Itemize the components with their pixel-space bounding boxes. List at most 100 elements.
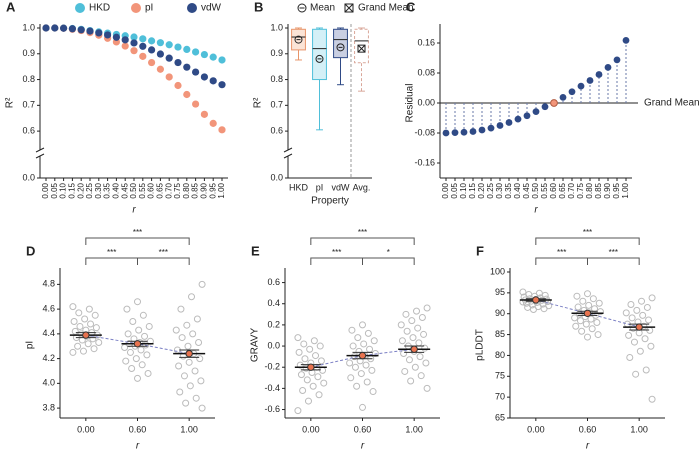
point <box>351 363 359 371</box>
x-tick-label: 0.35 <box>504 182 513 198</box>
y-tick-label: 95 <box>495 287 505 297</box>
point <box>186 382 194 390</box>
x-tick-label: 0.50 <box>531 182 540 198</box>
y-axis-label: R² <box>253 97 264 108</box>
point <box>442 129 450 137</box>
y-tick-label: 0.08 <box>417 67 435 77</box>
point <box>421 344 429 352</box>
point <box>403 327 411 335</box>
point <box>417 372 425 380</box>
y-tick-label: 65 <box>495 412 505 422</box>
point <box>582 320 590 328</box>
point <box>519 298 527 306</box>
point <box>198 280 206 288</box>
point <box>636 347 644 355</box>
point <box>647 342 655 350</box>
point <box>541 103 549 111</box>
y-tick-label: 0.4 <box>267 298 280 308</box>
point <box>218 81 226 89</box>
point <box>183 63 191 71</box>
point <box>172 326 180 334</box>
point <box>362 361 370 369</box>
point <box>91 311 99 319</box>
point <box>209 53 217 61</box>
point <box>532 108 540 116</box>
point <box>306 345 314 353</box>
point <box>587 315 595 323</box>
point <box>183 321 191 329</box>
point <box>355 347 363 355</box>
x-tick-label: 0.90 <box>200 182 209 198</box>
point <box>90 345 98 353</box>
point <box>200 50 208 59</box>
point <box>60 24 68 32</box>
mean-point <box>133 340 142 348</box>
point <box>371 349 379 357</box>
point <box>423 384 431 392</box>
point <box>574 303 582 311</box>
point <box>314 373 322 381</box>
y-axis-label: Residual <box>405 84 416 123</box>
point <box>359 321 366 329</box>
panel-label: F <box>476 243 484 258</box>
point <box>42 24 50 32</box>
significance-label: *** <box>133 228 142 237</box>
x-tick-label: 0.20 <box>477 182 486 198</box>
mean-point <box>635 323 643 331</box>
point <box>177 305 185 313</box>
x-tick-label: HKD <box>289 182 309 192</box>
y-tick-label: 0.0 <box>267 340 280 350</box>
point <box>137 346 145 354</box>
point <box>134 298 141 306</box>
x-tick-label: 0.30 <box>495 182 504 198</box>
point <box>589 295 597 303</box>
point <box>218 126 226 134</box>
x-tick-label: 0.60 <box>549 182 558 198</box>
point <box>312 352 320 360</box>
x-tick-label: 0.60 <box>354 424 372 434</box>
point <box>627 301 635 309</box>
point <box>76 322 84 330</box>
x-tick-label: 0.80 <box>182 182 191 198</box>
y-tick-label: 1.0 <box>270 22 283 32</box>
point <box>294 407 302 415</box>
point <box>130 39 138 47</box>
point <box>366 345 374 353</box>
y-tick-label: 4.4 <box>42 328 55 338</box>
bracket <box>310 257 415 265</box>
x-axis-label: r <box>132 205 136 216</box>
point <box>540 305 548 313</box>
point <box>79 347 87 355</box>
annotation: Grand Mean <box>644 98 700 109</box>
point <box>121 343 129 351</box>
point <box>130 335 138 343</box>
point <box>139 52 147 60</box>
y-tick-label: 4.6 <box>42 303 55 313</box>
point <box>192 68 200 76</box>
mean-point <box>307 363 315 371</box>
panel-label: A <box>6 0 16 14</box>
point <box>138 361 146 369</box>
x-tick-label: 0.20 <box>76 182 85 198</box>
point <box>613 56 621 64</box>
bracket <box>85 257 190 265</box>
point <box>641 335 649 343</box>
point <box>413 307 421 315</box>
point <box>638 297 646 305</box>
x-tick-label: 1.00 <box>217 182 226 198</box>
point <box>295 348 303 356</box>
point <box>469 128 477 135</box>
x-tick-label: 1.00 <box>405 424 423 434</box>
point <box>363 378 371 386</box>
point <box>595 71 603 78</box>
x-tick-label: 0.70 <box>567 182 576 198</box>
y-tick-label: -0.4 <box>264 383 280 393</box>
point <box>584 290 591 298</box>
y-tick-label: 0.8 <box>22 74 35 84</box>
x-tick-label: 0.95 <box>208 182 217 198</box>
x-axis-label: r <box>361 441 365 452</box>
x-tick-label: 0.75 <box>576 182 585 198</box>
point <box>174 43 182 51</box>
point <box>197 377 205 385</box>
